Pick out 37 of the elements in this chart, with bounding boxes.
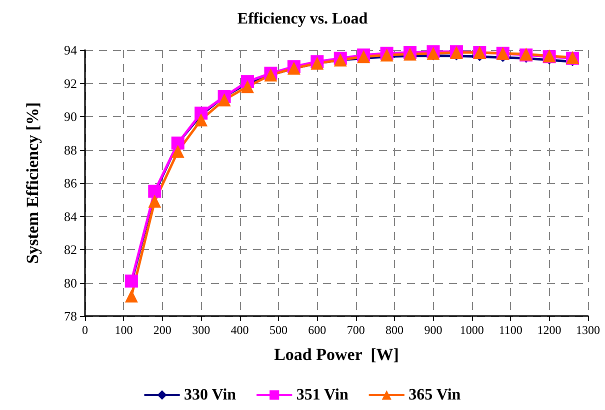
point xyxy=(124,274,138,288)
x-tick-label: 0 xyxy=(82,323,88,337)
point xyxy=(171,144,184,158)
legend-label: 330 Vin xyxy=(184,386,236,404)
x-tick-label: 1300 xyxy=(576,323,600,337)
point xyxy=(148,194,162,208)
legend-label: 365 Vin xyxy=(408,386,461,404)
point xyxy=(194,113,208,126)
point xyxy=(218,93,231,106)
x-tick-label: 100 xyxy=(114,323,133,337)
point xyxy=(124,290,138,303)
y-tick-label: 92 xyxy=(64,76,77,91)
x-tick-label: 600 xyxy=(308,323,326,337)
y-tick-label: 84 xyxy=(64,208,78,224)
x-tick-label: 1200 xyxy=(537,323,562,337)
y-tick-label: 90 xyxy=(64,109,77,124)
legend-label: 351 Vin xyxy=(296,386,348,404)
y-tick-label: 82 xyxy=(64,242,77,257)
point xyxy=(148,184,162,198)
x-tick-label: 800 xyxy=(386,323,404,337)
x-tick-label: 900 xyxy=(424,323,442,337)
chart-title: Efficiency vs. Load xyxy=(237,10,368,28)
y-tick-label: 80 xyxy=(64,275,77,290)
y-tick-label: 86 xyxy=(64,176,78,190)
y-axis-title: System Efficiency [%] xyxy=(23,102,42,264)
y-tick-label: 78 xyxy=(64,308,77,324)
x-tick-label: 300 xyxy=(192,323,210,337)
x-tick-label: 400 xyxy=(230,323,249,337)
x-axis-title: Load Power [W] xyxy=(274,345,399,364)
x-tick-label: 200 xyxy=(153,323,172,337)
y-tick-label: 88 xyxy=(64,142,77,158)
x-tick-label: 1100 xyxy=(498,323,522,337)
x-tick-label: 1000 xyxy=(460,323,484,337)
x-tick-label: 700 xyxy=(346,323,365,337)
point xyxy=(241,80,254,94)
y-tick-label: 94 xyxy=(64,42,78,58)
x-tick-label: 500 xyxy=(269,323,288,337)
